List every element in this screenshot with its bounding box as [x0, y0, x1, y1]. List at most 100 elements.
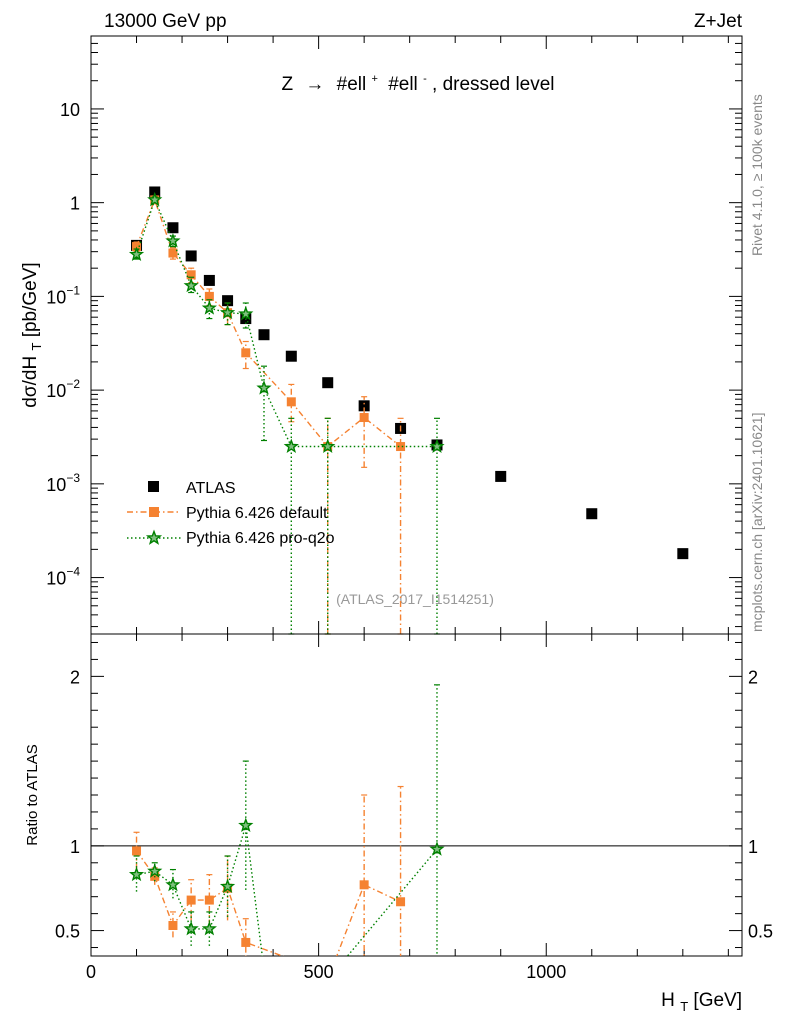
- proq2o-data-point: [238, 305, 254, 321]
- x-tick-label: 1000: [526, 962, 566, 982]
- default-data-point: [186, 270, 196, 280]
- proq2o-data-point: [147, 191, 163, 207]
- x-axis-label-main: H: [661, 990, 675, 1011]
- rivet-version-label: Rivet 4.1.0, ≥ 100k events: [749, 94, 765, 256]
- y-tick-label-base: 10: [46, 569, 66, 589]
- proq2o-ratio-line: [136, 825, 438, 956]
- analysis-watermark: (ATLAS_2017_I1514251): [336, 591, 494, 607]
- default-ratio-point: [132, 846, 142, 856]
- proq2o-ratio-point: [128, 866, 145, 882]
- proq2o-data-point: [165, 232, 181, 248]
- proq2o-data-point: [183, 277, 199, 293]
- ratio-y-tick-label-left: 0.5: [55, 922, 80, 942]
- default-data-point: [241, 348, 251, 358]
- atlas-data-point: [495, 470, 507, 482]
- y-tick-label: 10−3: [46, 471, 80, 495]
- proq2o-series-line: [135, 197, 437, 448]
- default-ratio-point: [241, 937, 251, 947]
- default-data-point: [359, 413, 369, 423]
- title-lepton-1-charge: +: [371, 73, 377, 85]
- main-plot-panel: Z → #ell + #ell - , dressed level dσ/dH …: [20, 35, 743, 635]
- legend-default-marker: [149, 507, 159, 517]
- y-axis-label-main: dσ/dH: [20, 356, 41, 408]
- y-tick-label-exponent: −2: [66, 377, 80, 391]
- y-tick-label: 10−1: [46, 283, 80, 307]
- header-process-label: Z+Jet: [694, 11, 743, 32]
- proq2o-data-point: [219, 304, 236, 320]
- proq2o-ratio-point: [219, 878, 236, 893]
- default-ratio-point: [186, 895, 196, 905]
- y-axis-label: dσ/dH T [pb/GeV]: [20, 262, 46, 407]
- y-tick-label: 1: [70, 194, 80, 214]
- proq2o-data-point: [320, 438, 336, 454]
- y-tick-label: 10−2: [46, 377, 80, 401]
- ratio-y-tick-label-right: 2: [748, 667, 758, 687]
- proq2o-data-point: [128, 246, 145, 261]
- default-ratio-point: [204, 895, 214, 905]
- atlas-data-point: [222, 295, 234, 307]
- y-tick-label: 10: [60, 100, 80, 120]
- header-energy-label: 13000 GeV pp: [104, 11, 227, 32]
- y-tick-label-base: 10: [60, 100, 80, 120]
- default-data-point: [396, 442, 406, 452]
- legend-proq2o-star: [145, 529, 163, 545]
- x-axis-label-unit: [GeV]: [693, 990, 742, 1011]
- x-tick-label: 0: [86, 962, 96, 982]
- default-ratio-point: [168, 920, 178, 930]
- legend-default-label: Pythia 6.426 default: [186, 505, 328, 522]
- y-tick-label-exponent: −4: [66, 565, 80, 579]
- title-lepton-2-charge: -: [423, 73, 427, 85]
- proq2o-ratio-point: [183, 920, 199, 936]
- atlas-data-point: [586, 508, 598, 520]
- ratio-plot-panel: Ratio to ATLAS H T [GeV] 0.5 0.5 1 1 2 2 0 500 1…: [24, 633, 773, 1014]
- legend: ATLAS Pythia 6.426 default Pythia 6.426 …: [127, 480, 335, 547]
- ratio-data-series: [128, 684, 445, 956]
- ratio-plot-frame: [90, 633, 743, 957]
- atlas-data-point: [358, 400, 370, 412]
- atlas-data-point: [285, 350, 297, 362]
- atlas-data-point: [677, 548, 689, 560]
- proq2o-data-point: [201, 300, 217, 315]
- y-tick-label-base: 10: [46, 381, 66, 401]
- ratio-y-tick-label-right: 1: [748, 837, 758, 857]
- title-z: Z: [281, 74, 293, 95]
- ratio-y-tick-label-left: 2: [70, 667, 80, 687]
- x-axis-label-sub: T: [680, 999, 688, 1014]
- atlas-data-point: [203, 274, 215, 286]
- atlas-data-point: [258, 329, 270, 341]
- ratio-axis-ticks: 0.5 0.5 1 1 2 2 0 500 1000: [55, 634, 773, 982]
- default-ratio-point: [396, 897, 406, 907]
- proq2o-ratio-point: [429, 841, 445, 856]
- y-axis-label-unit: [pb/GeV]: [20, 262, 41, 337]
- y-tick-label: 10−4: [46, 565, 80, 589]
- default-data-point: [168, 248, 178, 258]
- atlas-data-point: [322, 377, 334, 389]
- default-data-point: [204, 291, 214, 301]
- title-lepton-1: #ell: [337, 74, 367, 95]
- x-tick-label: 500: [304, 962, 334, 982]
- y-axis-label-sub: T: [29, 343, 44, 351]
- y-tick-label-base: 10: [46, 287, 66, 307]
- plot-title: Z → #ell + #ell - , dressed level: [281, 66, 554, 95]
- default-ratio-line: [135, 850, 401, 956]
- legend-atlas-label: ATLAS: [186, 480, 236, 497]
- y-tick-label-base: 1: [70, 194, 80, 214]
- main-data-series: [128, 186, 689, 635]
- atlas-data-point: [167, 222, 179, 234]
- legend-atlas-marker: [148, 481, 159, 492]
- atlas-data-point: [185, 250, 197, 262]
- proq2o-ratio-point: [165, 876, 181, 892]
- title-arrow: →: [305, 74, 324, 95]
- ratio-y-tick-label-right: 0.5: [748, 922, 773, 942]
- legend-proq2o-marker: [145, 529, 163, 545]
- ratio-y-axis-label: Ratio to ATLAS: [24, 744, 41, 845]
- proq2o-data-point: [256, 380, 272, 395]
- y-tick-label-base: 10: [46, 475, 66, 495]
- y-tick-label-exponent: −1: [66, 283, 80, 297]
- proq2o-data-point: [283, 438, 299, 454]
- mcplots-credit-label: mcplots.cern.ch [arXiv:2401.10621]: [749, 413, 765, 632]
- default-data-point: [286, 397, 296, 407]
- title-suffix: , dressed level: [432, 74, 555, 95]
